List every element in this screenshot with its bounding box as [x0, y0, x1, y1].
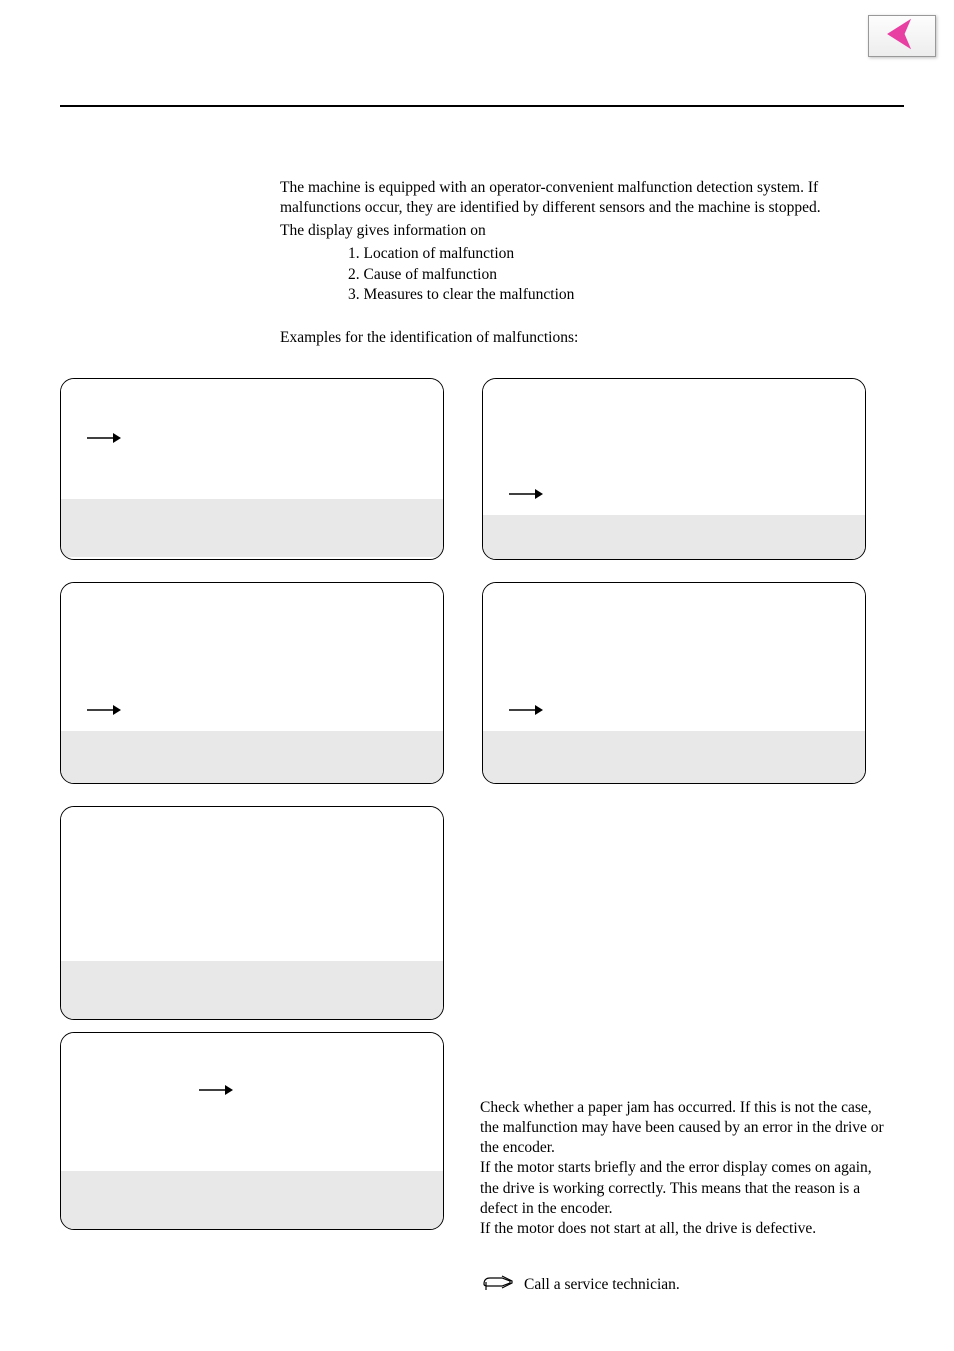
empty-slot — [482, 806, 866, 1020]
examples-label: Examples for the identification of malfu… — [280, 328, 860, 348]
back-arrow-icon — [882, 18, 922, 55]
service-note-text: Call a service technician. — [524, 1275, 680, 1295]
panel-row — [60, 378, 900, 560]
horizontal-rule — [60, 105, 904, 107]
arrow-right-icon — [197, 1083, 233, 1097]
arrow-right-icon — [85, 703, 121, 717]
malfunction-panel-6 — [60, 1032, 444, 1230]
right-text-block: Check whether a paper jam has occurred. … — [480, 1098, 888, 1239]
arrow-right-icon — [507, 487, 543, 501]
arrow-right-icon — [85, 431, 121, 445]
arrow-right-icon — [507, 703, 543, 717]
right-text-p2: If the motor starts briefly and the erro… — [480, 1158, 888, 1218]
intro-para-1: The machine is equipped with an operator… — [280, 178, 860, 219]
back-button[interactable] — [868, 15, 936, 57]
intro-list-item: 1. Location of malfunction — [348, 244, 860, 264]
malfunction-panel-1 — [60, 378, 444, 560]
malfunction-panel-3 — [60, 582, 444, 784]
malfunction-panel-5 — [60, 806, 444, 1020]
service-note: Call a service technician. — [480, 1270, 888, 1300]
pointing-hand-icon — [480, 1270, 514, 1300]
malfunction-panel-2 — [482, 378, 866, 560]
panel-row — [60, 582, 900, 784]
malfunction-panel-4 — [482, 582, 866, 784]
panel-row — [60, 806, 900, 1020]
intro-list: 1. Location of malfunction 2. Cause of m… — [348, 244, 860, 305]
intro-para-2: The display gives information on — [280, 221, 860, 241]
intro-list-item: 2. Cause of malfunction — [348, 265, 860, 285]
intro-list-item: 3. Measures to clear the malfunction — [348, 285, 860, 305]
intro-text-block: The machine is equipped with an operator… — [280, 178, 860, 350]
right-text-p1: Check whether a paper jam has occurred. … — [480, 1098, 888, 1158]
right-text-p3: If the motor does not start at all, the … — [480, 1219, 888, 1239]
